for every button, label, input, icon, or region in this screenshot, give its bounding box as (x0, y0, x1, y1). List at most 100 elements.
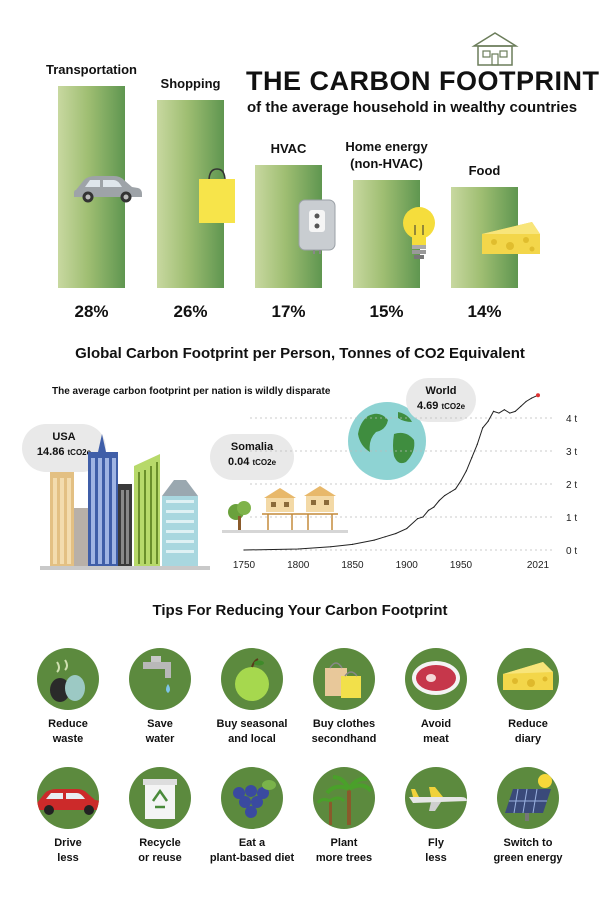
disparity-note: The average carbon footprint per nation … (52, 386, 331, 397)
data-point (498, 412, 500, 414)
data-point (406, 527, 408, 530)
bar-label-2: HVAC (270, 141, 307, 157)
bar-value-4: 14% (467, 302, 502, 321)
x-tick-label: 1950 (450, 560, 473, 571)
bar-label-0: Transportation (45, 62, 137, 77)
somalia-value: 0.04 (227, 456, 250, 468)
data-point (243, 549, 245, 551)
page-title: THE CARBON FOOTPRINT (246, 66, 600, 96)
data-point (487, 420, 489, 422)
car-icon (37, 767, 99, 829)
data-point (520, 405, 522, 408)
tip-label: Reduce waste (48, 718, 88, 745)
shopping-bags-icon (313, 648, 375, 710)
tips-section-title: Tips For Reducing Your Carbon Footprint (152, 602, 448, 619)
palm-trees-icon (313, 767, 375, 829)
huts-illustration (222, 486, 348, 533)
data-point (433, 506, 435, 508)
world-value: 4.69 (416, 400, 439, 412)
y-tick-label: 1 t (566, 513, 577, 524)
tip-steak-badge (405, 648, 467, 710)
footprint-series-line (243, 394, 539, 551)
house-icon (471, 32, 519, 66)
shopping-bag-icon (199, 168, 235, 223)
somalia-name: Somalia (230, 441, 274, 453)
data-point (444, 494, 446, 497)
tip-label: Reduce diary (508, 718, 548, 745)
data-point (530, 397, 533, 399)
bar-label-1: Shopping (160, 76, 221, 92)
tip-cheese-badge (497, 648, 559, 710)
tip-label: Drive less (54, 837, 82, 864)
bar-value-3: 15% (369, 302, 404, 321)
tip-solar-panel-badge (497, 767, 559, 829)
data-point (384, 536, 386, 538)
data-point (449, 491, 451, 493)
y-tick-label: 0 t (566, 546, 577, 557)
world-name: World (425, 385, 457, 397)
usa-name: USA (52, 431, 76, 443)
skyscrapers-illustration (40, 434, 210, 570)
data-point (514, 410, 516, 412)
page-subtitle: of the average household in wealthy coun… (247, 99, 578, 116)
tip-apple-badge (221, 648, 283, 710)
data-point (503, 409, 505, 411)
tip-label: Save water (145, 718, 175, 745)
data-point (395, 532, 397, 535)
data-point (351, 543, 354, 545)
solar-panel-icon (497, 767, 559, 829)
faucet-icon (129, 648, 191, 710)
bar-value-0: 28% (74, 302, 109, 321)
bar-label-3: Home energy (non-HVAC) (345, 138, 428, 171)
tip-label: Switch to green energy (493, 837, 563, 864)
x-tick-label: 2021 (527, 560, 550, 571)
usa-unit: tCO2e (67, 448, 92, 457)
world-callout: World 4.69 tCO2e (406, 378, 476, 422)
data-point (525, 400, 527, 403)
x-tick-label: 1800 (287, 560, 310, 571)
tip-grapes-badge (221, 767, 283, 829)
y-tick-label: 4 t (566, 414, 577, 425)
car-icon (74, 176, 142, 203)
data-point (373, 539, 375, 541)
tip-shopping-bags-badge (313, 648, 375, 710)
tip-label: Fly less (425, 837, 447, 864)
tip-label: Buy clothes secondhand (311, 718, 377, 745)
tip-label: Eat a plant-based diet (209, 837, 295, 864)
usa-callout: USA 14.86 tCO2e (22, 424, 106, 472)
y-tick-label: 2 t (566, 480, 577, 491)
cheese-icon (482, 222, 540, 254)
data-point (492, 410, 495, 412)
tip-palm-trees-badge (313, 767, 375, 829)
tip-faucet-badge (129, 648, 191, 710)
y-tick-label: 3 t (566, 447, 577, 458)
bar-label-4: Food (468, 163, 501, 178)
somalia-unit: tCO2e (252, 458, 277, 467)
data-point (476, 443, 478, 445)
x-tick-label: 1900 (396, 560, 419, 571)
apple-icon (221, 648, 283, 710)
tip-label: Plant more trees (315, 837, 373, 864)
airplane-icon (405, 767, 467, 829)
data-point (438, 499, 440, 502)
globe-icon (348, 402, 426, 480)
data-point (330, 546, 332, 548)
data-point (416, 518, 419, 520)
thermostat-icon (298, 199, 336, 254)
bar-value-1: 26% (173, 302, 208, 321)
x-tick-label: 1750 (233, 560, 256, 571)
data-point (509, 412, 511, 414)
tip-label: Recycle or reuse (138, 837, 182, 864)
tip-airplane-badge (405, 767, 467, 829)
recycle-bin-icon (129, 767, 191, 829)
data-point (297, 548, 299, 550)
tip-label: Avoid meat (420, 718, 452, 745)
data-point (482, 427, 484, 429)
data-point (454, 488, 457, 490)
data-point (465, 470, 467, 472)
data-point (427, 509, 430, 511)
tip-car-badge (37, 767, 99, 829)
tip-recycle-bin-badge (129, 767, 191, 829)
data-point (471, 457, 473, 459)
